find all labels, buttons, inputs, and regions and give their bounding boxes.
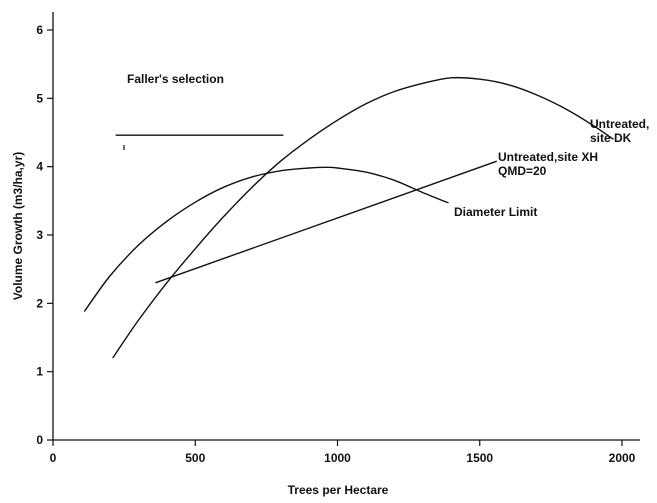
x-axis-ticks: 0 500 1000 1500 2000	[50, 440, 636, 465]
y-axis-ticks: 0 1 2 3 4 5 6	[36, 23, 53, 447]
x-tick-label: 1000	[324, 451, 351, 465]
x-tick-label: 0	[50, 451, 57, 465]
label-untreated-dk-line2: site DK	[590, 131, 632, 145]
x-axis-title: Trees per Hectare	[288, 483, 389, 497]
y-tick-label: 4	[36, 160, 43, 174]
y-tick-label: 2	[36, 296, 43, 310]
y-tick-label: 6	[36, 23, 43, 37]
x-tick-label: 2000	[609, 451, 636, 465]
x-tick-label: 1500	[466, 451, 493, 465]
y-tick-label: 5	[36, 91, 43, 105]
y-tick-label: 3	[36, 228, 43, 242]
label-fallers-selection: Faller's selection	[127, 72, 224, 86]
series-line-diameter-limit	[83, 166, 449, 312]
label-untreated-xh-line2: QMD=20	[498, 164, 547, 178]
label-untreated-xh-line1: Untreated,site XH	[498, 150, 598, 164]
y-tick-label: 1	[36, 365, 43, 379]
series-line-untreated-site-xh-qmd-20	[155, 160, 498, 284]
y-tick-label: 0	[36, 433, 43, 447]
label-diameter-limit: Diameter Limit	[454, 205, 537, 219]
label-untreated-dk-line1: Untreated,	[590, 117, 649, 131]
series-layer	[83, 76, 614, 359]
x-tick-label: 500	[185, 451, 205, 465]
series-line-untreated-site-dk	[112, 76, 614, 359]
y-axis-title: Volume Growth (m3/ha,yr)	[11, 152, 25, 300]
